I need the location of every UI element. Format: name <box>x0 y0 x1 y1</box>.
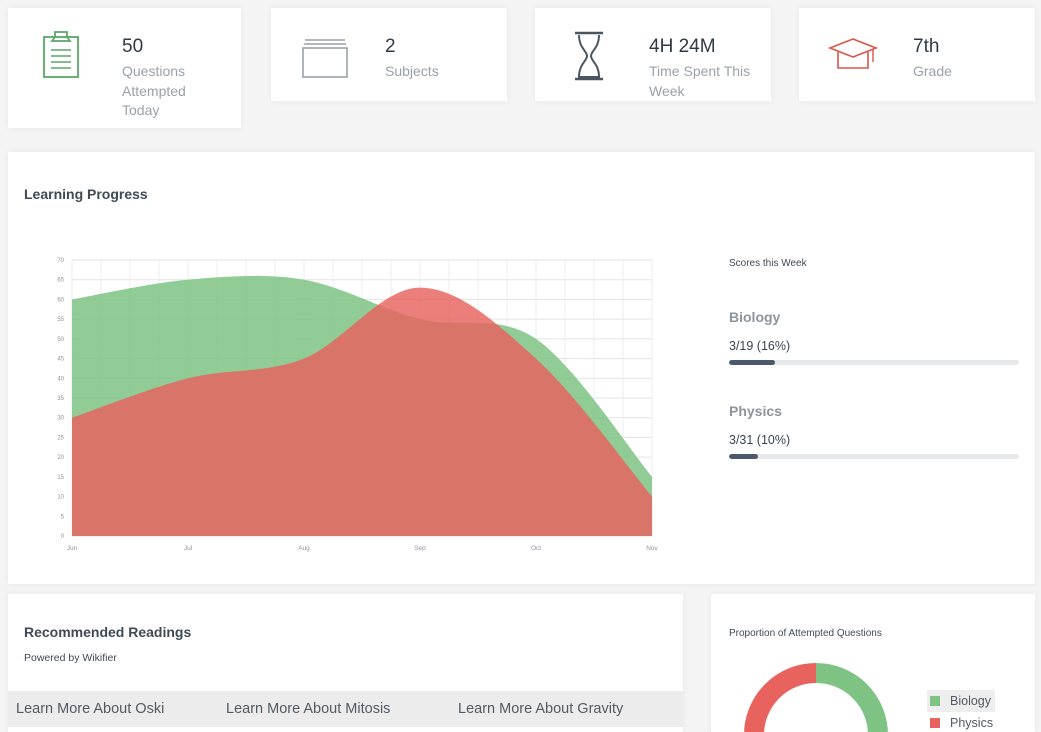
legend-swatch <box>930 696 940 706</box>
y-tick-label: 55 <box>57 317 64 323</box>
learning-progress-chart: 0 5 10 15 20 25 30 35 40 45 50 55 60 65 70 Jun Jul Aug Sep… <box>57 258 658 552</box>
stat-card-questions: 50 Questions Attempted Today <box>8 8 241 128</box>
y-tick-label: 50 <box>57 337 64 343</box>
score-progress-bar <box>729 360 1019 365</box>
legend-item-physics[interactable]: Physics <box>927 712 995 732</box>
reading-link-mitosis[interactable]: Learn More About Mitosis <box>226 701 391 717</box>
x-tick-label: Aug <box>298 545 310 552</box>
y-tick-label: 15 <box>57 475 64 481</box>
y-tick-label: 30 <box>57 416 64 422</box>
proportion-card: Proportion of Attempted Questions Biolog… <box>711 594 1035 732</box>
questions-label: Questions Attempted Today <box>122 63 186 118</box>
proportion-title: Proportion of Attempted Questions <box>729 628 882 639</box>
subject-name: Biology <box>729 309 781 325</box>
series-area-1 <box>72 287 652 536</box>
stat-card-subjects: 2 Subjects <box>271 8 507 101</box>
y-tick-label: 35 <box>57 396 64 402</box>
y-tick-label: 65 <box>57 278 64 284</box>
recommended-readings-title: Recommended Readings <box>24 624 192 640</box>
legend-swatch <box>930 718 940 728</box>
powered-by-label: Powered by Wikifier <box>24 652 117 664</box>
stat-card-grade: 7th Grade <box>799 8 1035 101</box>
learning-progress-card: Learning Progress 0 5 10 15 20 25 30 35 40 45 50 55… <box>8 152 1035 584</box>
donut-slice-biology <box>815 663 888 732</box>
legend-label: Biology <box>950 694 991 708</box>
reading-link-gravity[interactable]: Learn More About Gravity <box>458 701 624 717</box>
x-tick-label: Sep <box>414 545 426 552</box>
learning-progress-title: Learning Progress <box>24 186 148 202</box>
y-tick-label: 45 <box>57 357 64 363</box>
time-label: Time Spent This Week <box>649 63 751 99</box>
x-tick-label: Oct <box>531 545 541 552</box>
y-tick-label: 10 <box>57 495 64 501</box>
proportion-donut-chart <box>744 663 888 732</box>
subject-score: 3/19 (16%) <box>729 339 791 353</box>
y-tick-label: 40 <box>57 376 64 382</box>
folder-icon <box>297 28 353 84</box>
y-tick-label: 20 <box>57 455 64 461</box>
score-progress-fill <box>729 360 776 365</box>
hourglass-icon <box>561 28 617 84</box>
donut-slice-physics <box>744 663 817 732</box>
time-value: 4H 24M <box>649 36 716 57</box>
readings-links-bar: Learn More About Oski Learn More About M… <box>8 691 683 727</box>
proportion-legend: Biology Physics <box>927 690 995 732</box>
reading-link-oski[interactable]: Learn More About Oski <box>16 701 165 717</box>
questions-value: 50 <box>122 36 144 57</box>
score-progress-bar <box>729 454 1019 459</box>
subject-physics: Physics 3/31 (10%) <box>729 403 1021 459</box>
subject-name: Physics <box>729 403 782 419</box>
legend-label: Physics <box>950 716 994 730</box>
x-tick-label: Jun <box>67 545 78 552</box>
legend-item-biology[interactable]: Biology <box>927 690 995 712</box>
subjects-label: Subjects <box>385 63 439 79</box>
grade-value: 7th <box>913 36 940 57</box>
y-tick-label: 5 <box>61 514 65 520</box>
scores-panel: Scores this Week Biology 3/19 (16%) Phys… <box>729 258 1021 459</box>
clipboard-icon <box>34 28 90 84</box>
x-tick-label: Nov <box>646 545 658 552</box>
subject-score: 3/31 (10%) <box>729 433 791 447</box>
subject-biology: Biology 3/19 (16%) <box>729 309 1021 365</box>
y-tick-label: 60 <box>57 297 64 303</box>
scores-heading: Scores this Week <box>729 258 807 269</box>
y-tick-label: 25 <box>57 435 64 441</box>
x-tick-label: Jul <box>184 545 193 552</box>
stat-card-time: 4H 24M Time Spent This Week <box>535 8 771 101</box>
graduation-cap-icon <box>825 28 881 84</box>
grade-label: Grade <box>913 63 952 79</box>
recommended-readings-card: Recommended Readings Powered by Wikifier… <box>8 594 683 732</box>
y-tick-label: 0 <box>61 534 65 540</box>
score-progress-fill <box>729 454 758 459</box>
subjects-value: 2 <box>385 36 396 57</box>
y-tick-label: 70 <box>57 258 64 264</box>
